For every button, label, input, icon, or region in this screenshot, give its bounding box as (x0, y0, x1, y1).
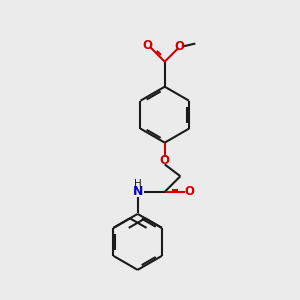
Text: H: H (134, 179, 142, 190)
Text: O: O (175, 40, 185, 53)
Text: O: O (160, 154, 170, 167)
Text: N: N (132, 185, 143, 198)
Text: O: O (184, 185, 194, 198)
Text: O: O (143, 39, 153, 52)
